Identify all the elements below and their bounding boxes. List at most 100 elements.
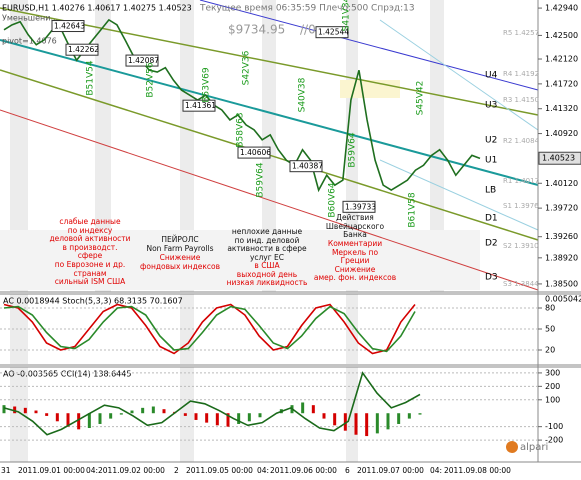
panel-title: AC 0.0018944 Stoch(5,3,3) 68.3135 70.160… — [3, 297, 183, 306]
y-tick-label: 20 — [545, 346, 555, 355]
signal-label: B59V64 — [348, 132, 358, 168]
ao-bar — [45, 413, 49, 416]
ao-bar — [23, 407, 27, 414]
pivot-label: R5 1.4257 — [503, 29, 539, 37]
price-label-box — [342, 200, 376, 213]
y-tick-label: 1.42500 — [545, 31, 578, 40]
panel-top-label: 0.005042 — [545, 295, 581, 304]
price-label: 1.41361 — [185, 101, 216, 110]
chart-title: EURUSD,H1 1.40276 1.40617 1.40275 1.4052… — [2, 4, 192, 13]
note: Уменьшени... — [2, 14, 58, 23]
ao-bar — [55, 413, 59, 422]
price-label: 1.39733 — [345, 202, 376, 211]
annotation: в США выходной день низкая ликвидность — [226, 261, 308, 288]
y-tick-label: 1.38920 — [545, 253, 578, 262]
panel-borders — [0, 0, 581, 463]
annotation: Снижение фондовых индексов — [139, 253, 221, 271]
pivot-label: R2 1.4084 — [503, 137, 540, 145]
news-area — [0, 230, 480, 290]
pivot-label: S3 1.3844 — [503, 280, 539, 288]
ao-bar — [183, 413, 187, 416]
level-label: D2 — [485, 239, 498, 249]
level-label: D1 — [485, 214, 498, 224]
annotation: Комментарии Меркель по Греции Снижение а… — [313, 239, 397, 283]
ao-bar — [226, 413, 230, 427]
time-label: 6 — [345, 466, 350, 475]
logo-icon — [506, 441, 518, 453]
series-line — [3, 303, 416, 355]
logo: alpari — [520, 442, 548, 453]
y-tick-label: 1.40120 — [545, 179, 578, 188]
ao-bar — [2, 405, 6, 414]
signal-label: S40V38 — [298, 77, 308, 112]
time-label: 2011.09.08 00:00 — [444, 466, 511, 475]
y-tick-label: 1.40920 — [545, 129, 578, 138]
y-tick-label: 1.39260 — [545, 232, 578, 241]
time-label: 2 — [174, 466, 179, 475]
time-label: 2011.09.07 00:00 — [357, 466, 424, 475]
pivot-label: S2 1.3910 — [503, 242, 539, 250]
y-tick-label: 1.42120 — [545, 55, 578, 64]
time-label: 04: — [257, 466, 269, 475]
signal-label: B61V58 — [408, 192, 418, 228]
y-tick-label: 1.39720 — [545, 204, 578, 213]
ao-bar — [343, 413, 347, 431]
price-label: 1.42087 — [128, 56, 159, 65]
series-line — [3, 305, 416, 353]
time-label: 04: — [86, 466, 98, 475]
y-tick-label: 1.41320 — [545, 104, 578, 113]
series-line — [3, 371, 421, 436]
annotation: слабые данные по индексу деловой активно… — [49, 217, 131, 287]
note: pivot=1.4076 — [2, 37, 57, 46]
ao-bar — [205, 413, 209, 423]
annotation: неплохие данные по инд. деловой активнос… — [227, 227, 307, 262]
level-label: U1 — [485, 156, 497, 166]
y-tick-label: -200 — [545, 436, 563, 445]
y-tick-label: -100 — [545, 422, 563, 431]
current-price-box — [538, 151, 581, 165]
ao-bar — [130, 410, 134, 414]
y-tick-label: 80 — [545, 304, 555, 313]
ao-bar — [141, 407, 145, 414]
level-label: U2 — [485, 136, 497, 146]
orders: //0 — [300, 23, 316, 37]
ao-bar — [34, 410, 38, 414]
ao-bar — [322, 413, 326, 419]
ao-bar — [247, 413, 251, 422]
ao-bar — [333, 413, 337, 426]
ao-bar — [77, 413, 81, 430]
ao-bar — [354, 413, 358, 435]
y-tick-label: 300 — [545, 368, 560, 377]
pivot-label: R3 1.4150 — [503, 96, 539, 104]
ao-bar — [258, 413, 262, 418]
y-tick-label: 50 — [545, 325, 555, 334]
annotation: Действия Швейцарского Банка — [325, 213, 385, 240]
balance: $9734.95 — [228, 23, 285, 37]
pivot-label: R1 1.4017 — [503, 177, 539, 185]
signal-label: S42V36 — [242, 50, 252, 85]
zone — [340, 80, 400, 98]
y-tick-label: 100 — [545, 395, 560, 404]
ao-bar — [375, 413, 379, 434]
ao-bar — [151, 406, 155, 414]
price-label: 1.42262 — [68, 45, 99, 54]
ao-bar — [194, 413, 198, 420]
ao-bar — [365, 413, 369, 437]
time-label: 04: — [430, 466, 442, 475]
price-label-box — [182, 99, 216, 112]
y-tick-label: 1.38500 — [545, 279, 578, 288]
ao-bar — [66, 413, 70, 427]
ao-bar — [386, 413, 390, 430]
ao-bar — [397, 413, 401, 424]
level-label: U3 — [485, 101, 497, 111]
level-label: LB — [485, 186, 496, 196]
time-label: 2011.09.06 00:00 — [270, 466, 337, 475]
signal-label: S41V34 — [342, 0, 352, 31]
signal-label: B59V64 — [256, 162, 266, 198]
level-label: D3 — [485, 273, 498, 283]
ao-bar — [13, 406, 17, 414]
ao-bar — [87, 413, 91, 429]
level-label: U4 — [485, 71, 498, 81]
signal-label: S45V42 — [416, 81, 426, 116]
